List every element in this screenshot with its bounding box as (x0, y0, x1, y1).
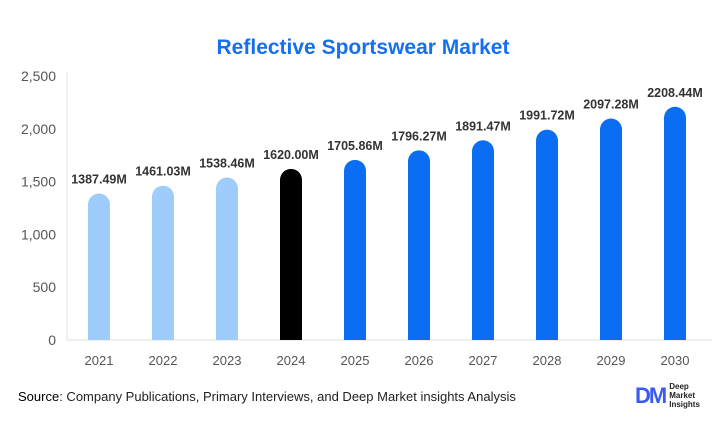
bar-2029 (600, 118, 622, 340)
x-tick-label: 2029 (597, 353, 626, 368)
x-tick-label: 2025 (341, 353, 370, 368)
logo: DM Deep Market Insights (635, 382, 700, 409)
y-tick-label: 2,000 (21, 121, 56, 137)
data-label: 1387.49M (71, 172, 127, 186)
bar-2030 (664, 106, 686, 341)
source-note: Source: Company Publications, Primary In… (18, 389, 516, 404)
data-label: 1891.47M (455, 119, 511, 133)
y-tick-label: 0 (48, 332, 56, 348)
chart-title: Reflective Sportswear Market (216, 36, 510, 59)
bar-2022 (152, 185, 174, 340)
data-label: 1796.27M (391, 129, 447, 143)
logo-mark: DM (635, 382, 667, 408)
x-tick-label: 2028 (533, 353, 562, 368)
bar-2027 (472, 140, 494, 340)
bar-2023 (216, 177, 238, 340)
data-label: 1705.86M (327, 139, 383, 153)
bar-2028 (536, 129, 558, 340)
x-tick-label: 2021 (85, 353, 114, 368)
x-tick-label: 2024 (277, 353, 306, 368)
data-label: 1620.00M (263, 148, 319, 162)
source-text: : Company Publications, Primary Intervie… (59, 389, 516, 404)
bar-2024 (280, 168, 302, 340)
logo-text: Deep Market Insights (669, 382, 700, 409)
data-label: 1461.03M (135, 165, 191, 179)
bar-2025 (344, 159, 366, 340)
x-tick-label: 2023 (213, 353, 242, 368)
x-tick-label: 2022 (149, 353, 178, 368)
data-label: 2208.44M (647, 86, 703, 100)
y-tick-label: 2,500 (21, 68, 56, 84)
y-tick-label: 1,500 (21, 174, 56, 190)
y-tick-label: 500 (33, 279, 57, 295)
y-tick-label: 1,000 (21, 226, 56, 242)
data-label: 2097.28M (583, 98, 639, 112)
data-label: 1991.72M (519, 109, 575, 123)
source-label: Source (18, 389, 60, 404)
data-label: 1538.46M (199, 157, 255, 171)
x-tick-label: 2027 (469, 353, 498, 368)
bar-2026 (408, 150, 430, 340)
x-tick-label: 2030 (661, 353, 690, 368)
x-tick-label: 2026 (405, 353, 434, 368)
bar-2021 (88, 193, 110, 340)
